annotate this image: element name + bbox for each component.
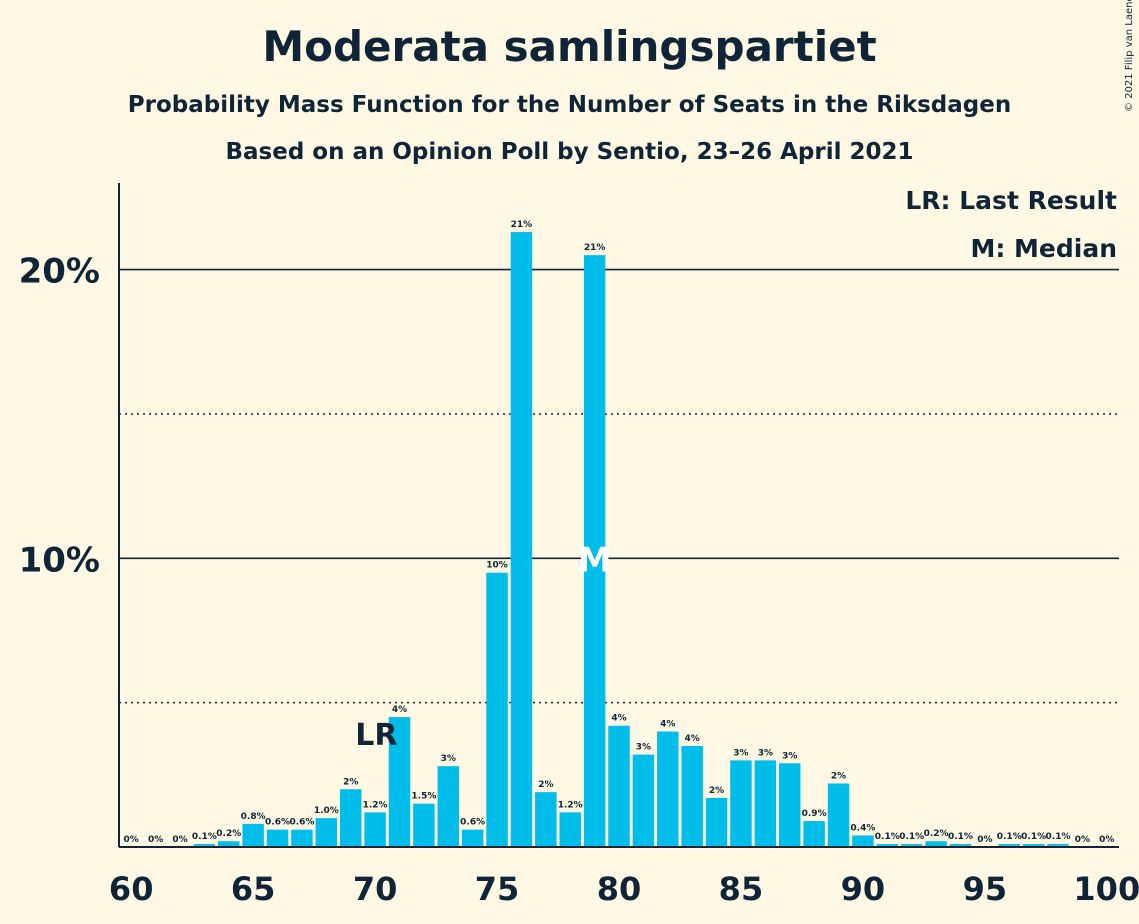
- bar-value-label: 2%: [831, 771, 846, 781]
- bar-seat-94: [949, 844, 972, 847]
- x-tick-label: 80: [597, 870, 642, 908]
- bar-value-label: 0.1%: [948, 832, 973, 842]
- bar-value-label: 10%: [486, 561, 508, 571]
- bar-seat-64: [218, 841, 240, 847]
- bar-seat-73: [437, 766, 459, 847]
- bar-seat-98: [1047, 844, 1069, 847]
- bar-value-label: 3%: [636, 743, 651, 753]
- bar-seat-90: [852, 835, 874, 847]
- x-tick-label: 70: [353, 870, 398, 908]
- bar-seat-75: [486, 572, 508, 847]
- bar-value-label: 0%: [1099, 835, 1114, 845]
- bar-value-label: 0.1%: [1021, 832, 1046, 842]
- bar-value-label: 3%: [733, 748, 748, 758]
- chart-title: Moderata samlingspartiet: [262, 22, 877, 71]
- bar-seat-63: [193, 844, 216, 847]
- bar-value-label: 4%: [685, 734, 700, 744]
- x-tick-label: 60: [109, 870, 154, 908]
- bar-seat-74: [461, 829, 484, 847]
- bar-value-label: 2%: [538, 780, 553, 790]
- bar-seat-72: [413, 803, 435, 847]
- last-result-marker: LR: [355, 718, 397, 753]
- bar-value-label: 0.6%: [460, 818, 485, 828]
- bar-seat-88: [803, 821, 825, 847]
- bar-value-label: 0.2%: [216, 829, 241, 839]
- bar-value-label: 21%: [511, 220, 533, 230]
- bar-seat-68: [315, 818, 338, 847]
- bar-value-label: 0.4%: [850, 823, 875, 833]
- bar-value-label: 1.2%: [558, 800, 583, 810]
- bar-value-label: 4%: [660, 720, 675, 730]
- bar-seat-66: [266, 829, 289, 847]
- bar-seat-76: [510, 232, 533, 848]
- bar-seat-85: [730, 760, 752, 847]
- bar-seat-87: [779, 763, 801, 847]
- chart-subtitle-poll: Based on an Opinion Poll by Sentio, 23–2…: [225, 139, 914, 165]
- bar-seat-82: [657, 731, 679, 847]
- bar-value-label: 0%: [1075, 835, 1090, 845]
- bar-value-label: 0.2%: [924, 829, 949, 839]
- x-tick-label: 65: [231, 870, 276, 908]
- bar-value-label: 0.1%: [899, 832, 924, 842]
- bar-seat-86: [754, 760, 777, 847]
- bar-seat-67: [291, 829, 313, 847]
- bar-value-label: 0%: [977, 835, 992, 845]
- bar-value-label: 1.2%: [363, 800, 388, 810]
- bar-value-label: 2%: [343, 777, 358, 787]
- bar-seat-97: [1022, 844, 1045, 847]
- bar-seat-69: [339, 789, 362, 847]
- bar-value-label: 2%: [709, 786, 724, 796]
- legend-median: M: Median: [970, 234, 1117, 263]
- bar-seat-96: [998, 844, 1020, 847]
- bar-value-label: 21%: [584, 243, 606, 253]
- bar-seat-81: [632, 754, 655, 847]
- bar-value-label: 4%: [392, 705, 407, 715]
- x-tick-label: 90: [841, 870, 886, 908]
- x-tick-label: 95: [963, 870, 1008, 908]
- bar-seat-91: [876, 844, 899, 847]
- legend-last-result: LR: Last Result: [905, 186, 1117, 215]
- bar-value-label: 3%: [758, 748, 773, 758]
- x-tick-label: 100: [1073, 870, 1139, 908]
- bar-value-label: 4%: [611, 714, 626, 724]
- bar-value-label: 0%: [172, 835, 187, 845]
- bar-seat-78: [559, 812, 581, 847]
- bar-seat-80: [608, 725, 630, 847]
- bar-value-label: 0.1%: [192, 832, 217, 842]
- bar-value-label: 3%: [441, 754, 456, 764]
- bar-value-label: 0.9%: [802, 809, 827, 819]
- bar-seat-89: [827, 783, 850, 847]
- bar-value-label: 3%: [782, 751, 797, 761]
- bar-value-label: 1.5%: [411, 792, 436, 802]
- bar-seat-92: [900, 844, 923, 847]
- bar-value-label: 0.1%: [1046, 832, 1071, 842]
- y-tick-label: 20%: [19, 252, 100, 292]
- bar-value-label: 0%: [148, 835, 163, 845]
- bar-value-label: 0.1%: [997, 832, 1022, 842]
- x-tick-label: 85: [719, 870, 764, 908]
- bar-seat-70: [364, 812, 386, 847]
- y-tick-label: 10%: [19, 540, 100, 580]
- bar-seat-79: [583, 255, 606, 847]
- bar-seat-71: [388, 717, 411, 847]
- bar-value-label: 0.1%: [875, 832, 900, 842]
- bar-value-label: 1.0%: [314, 806, 339, 816]
- bar-value-label: 0.8%: [241, 812, 266, 822]
- bar-value-label: 0.6%: [265, 818, 290, 828]
- bar-value-label: 0%: [124, 835, 139, 845]
- chart-subtitle: Probability Mass Function for the Number…: [127, 92, 1012, 118]
- median-marker: M: [578, 540, 612, 580]
- bar-value-label: 0.6%: [289, 818, 314, 828]
- bar-seat-84: [705, 797, 728, 847]
- bar-seat-65: [242, 823, 264, 847]
- bar-seat-83: [681, 745, 703, 847]
- bar-seat-77: [535, 792, 557, 847]
- x-tick-label: 75: [475, 870, 520, 908]
- bar-seat-93: [925, 841, 947, 847]
